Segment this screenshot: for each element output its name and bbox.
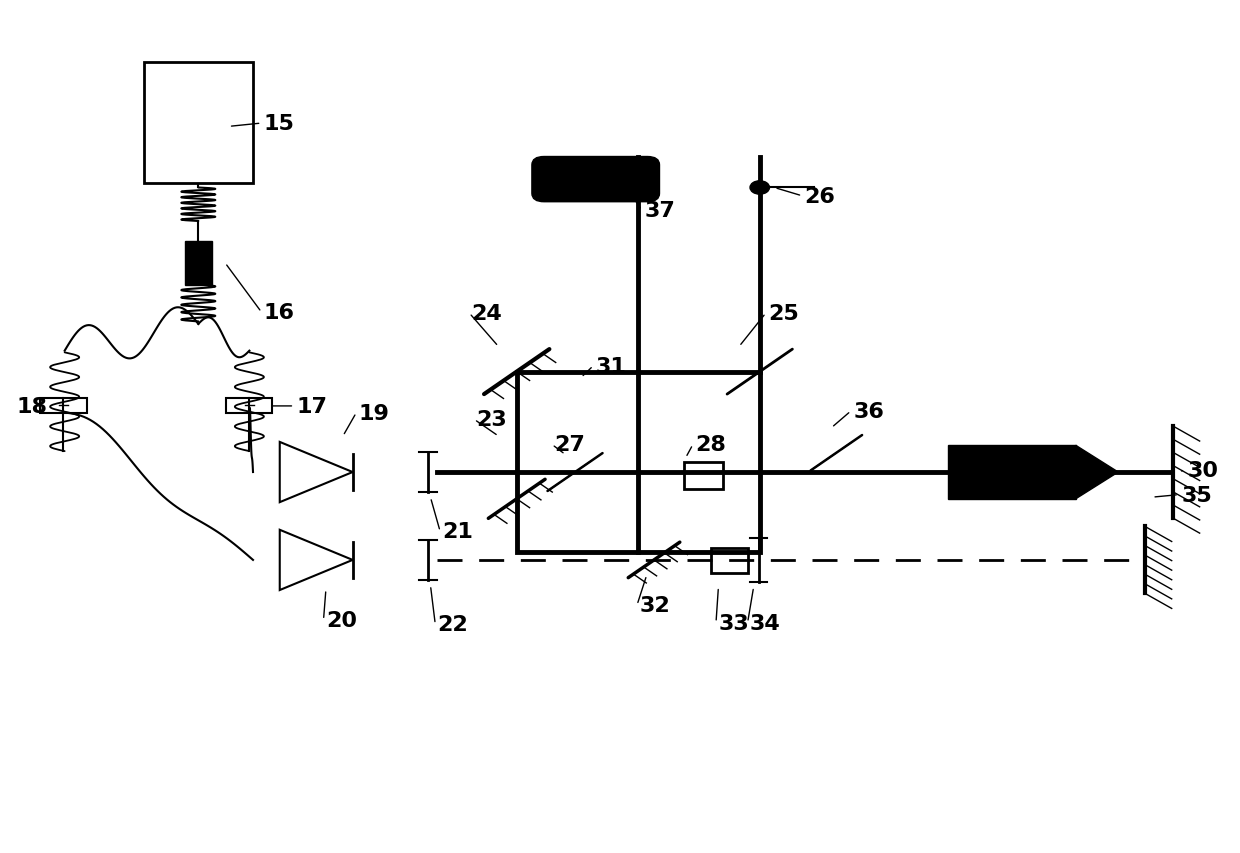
Text: 16: 16 xyxy=(264,303,295,322)
Bar xyxy=(185,241,212,285)
Bar xyxy=(226,398,273,413)
Text: 36: 36 xyxy=(853,402,884,421)
Text: 22: 22 xyxy=(438,615,469,635)
Text: 29: 29 xyxy=(999,460,1030,480)
Text: 26: 26 xyxy=(805,187,836,206)
Text: 27: 27 xyxy=(554,435,585,455)
Text: 21: 21 xyxy=(443,522,474,542)
FancyBboxPatch shape xyxy=(532,157,660,202)
Bar xyxy=(684,462,723,489)
Text: 28: 28 xyxy=(696,435,727,455)
Text: 34: 34 xyxy=(750,613,781,633)
Bar xyxy=(711,548,748,573)
Text: 15: 15 xyxy=(264,114,295,134)
Text: 33: 33 xyxy=(718,613,749,633)
Bar xyxy=(144,63,253,184)
Bar xyxy=(41,398,87,413)
Text: 37: 37 xyxy=(645,200,675,221)
Text: 25: 25 xyxy=(769,304,799,323)
Bar xyxy=(949,446,1075,499)
Text: 24: 24 xyxy=(471,304,502,323)
Text: 31: 31 xyxy=(595,357,626,376)
Text: 35: 35 xyxy=(1182,485,1213,505)
Circle shape xyxy=(750,182,770,195)
Text: 23: 23 xyxy=(476,409,507,430)
Text: 18: 18 xyxy=(16,397,47,416)
Polygon shape xyxy=(1075,446,1118,499)
Text: 32: 32 xyxy=(640,595,670,615)
Text: 30: 30 xyxy=(1188,460,1219,480)
Text: 19: 19 xyxy=(358,403,389,423)
Text: 20: 20 xyxy=(326,611,357,630)
Text: 17: 17 xyxy=(296,397,327,416)
Bar xyxy=(517,372,760,552)
